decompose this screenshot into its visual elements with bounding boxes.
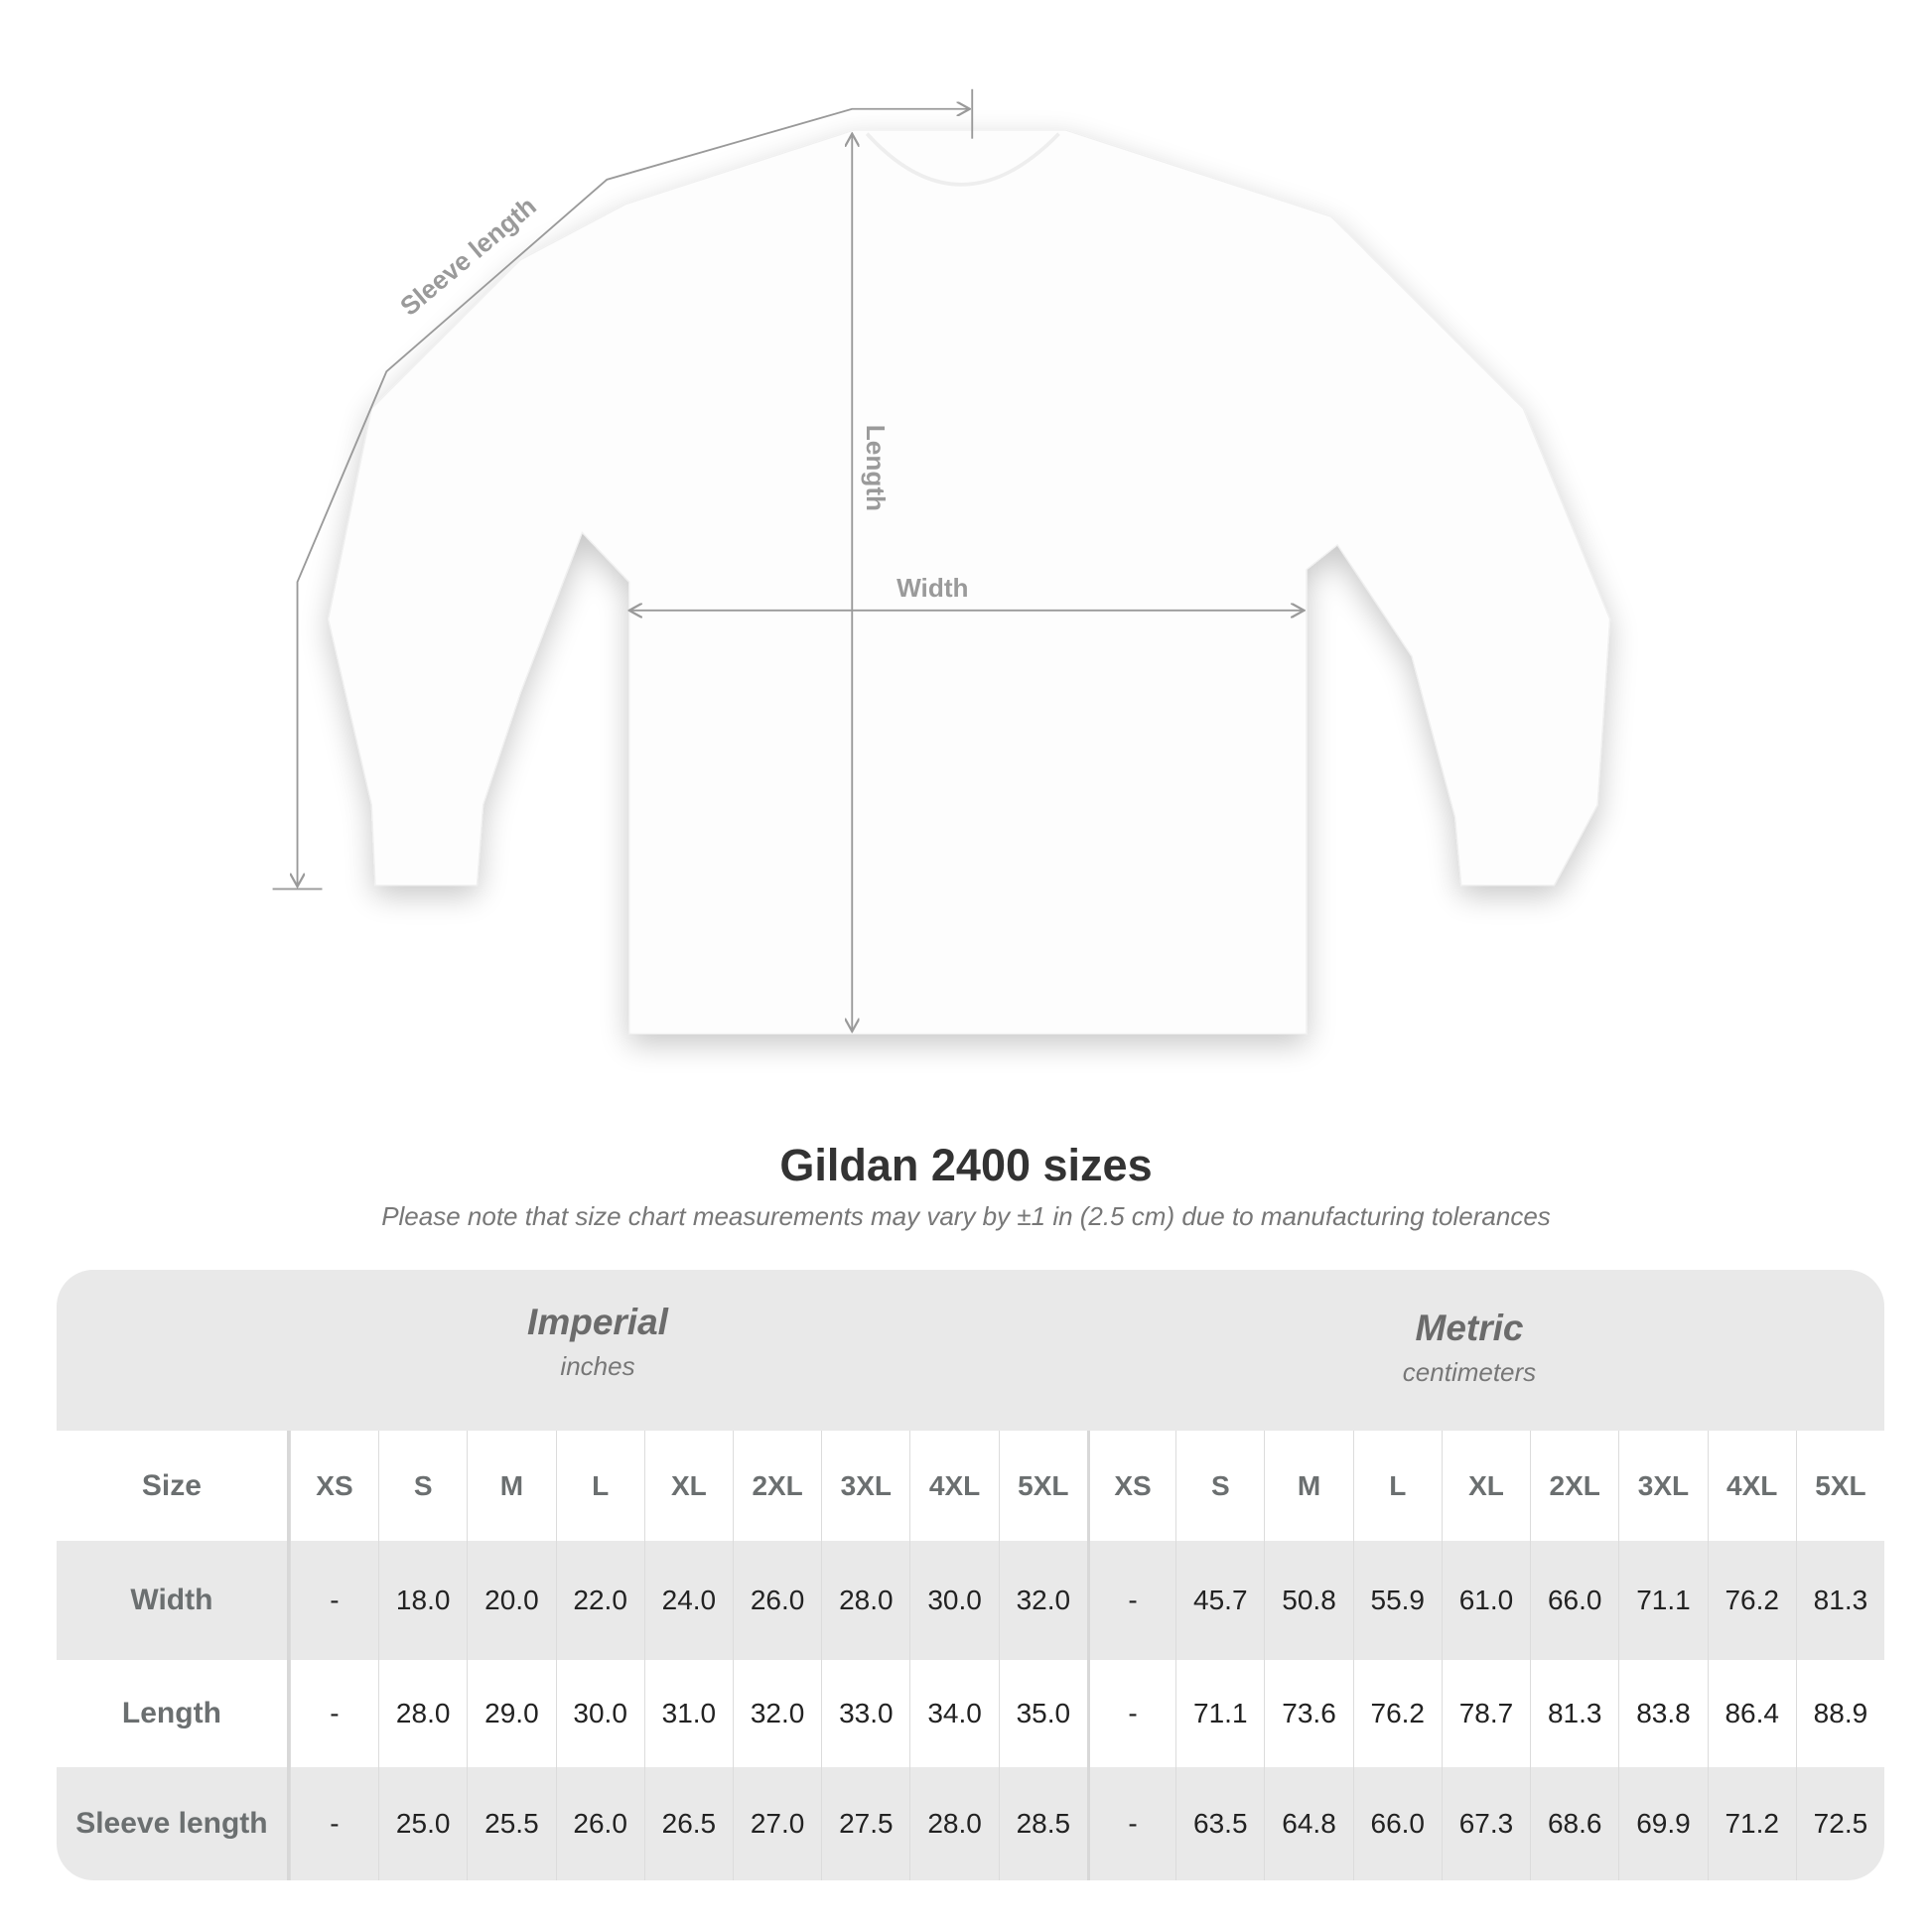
imperial-cell: - [289,1660,378,1767]
row-label: Width [57,1541,290,1660]
metric-cell: 4XL [1707,1431,1796,1541]
metric-cell: 76.2 [1352,1660,1442,1767]
imperial-cell: 27.5 [821,1767,909,1880]
imperial-cell: 32.0 [998,1541,1087,1660]
imperial-cell: 33.0 [821,1660,909,1767]
imperial-cell: 25.0 [378,1767,467,1880]
metric-cell: 69.9 [1618,1767,1707,1880]
imperial-cell: 24.0 [643,1541,733,1660]
imperial-cell: - [289,1767,378,1880]
metric-cell: 68.6 [1530,1767,1618,1880]
imperial-cell: 32.0 [733,1660,821,1767]
imperial-cell: 34.0 [909,1660,998,1767]
tolerance-note: Please note that size chart measurements… [381,1201,1551,1231]
metric-cell: 86.4 [1707,1660,1796,1767]
length-row: Length -28.0 29.0 30.0 31.0 32.0 33.0 34.0 35.0-… [57,1660,1884,1767]
row-label: Sleeve length [57,1767,290,1880]
page-title: Gildan 2400 sizes [779,1140,1153,1190]
imperial-cell: 3XL [821,1431,909,1541]
metric-cell: 61.0 [1441,1541,1530,1660]
metric-cell: 66.0 [1352,1767,1442,1880]
metric-cell: L [1352,1431,1442,1541]
metric-cell: 45.7 [1175,1541,1264,1660]
metric-cell: 71.1 [1618,1541,1707,1660]
metric-cell: 2XL [1530,1431,1618,1541]
unit-header: Imperial inches Metric centimeters [57,1270,1884,1431]
imperial-cell: 26.0 [555,1767,644,1880]
imperial-cell: 35.0 [998,1660,1087,1767]
shirt-diagram: Sleeve length Length Width [272,88,1611,1035]
metric-header: Metric centimeters [1402,1308,1537,1387]
imperial-cell: 28.0 [821,1541,909,1660]
sleeve-length-row: Sleeve length -25.0 25.5 26.0 26.5 27.0 27.5 28… [57,1767,1884,1880]
metric-cell: 78.7 [1441,1660,1530,1767]
metric-cell: 3XL [1618,1431,1707,1541]
imperial-header: Imperial inches [527,1302,668,1381]
metric-cell: 5XL [1795,1431,1884,1541]
imperial-cell: 2XL [733,1431,821,1541]
imperial-cell: 29.0 [467,1660,555,1767]
metric-cell: 71.2 [1707,1767,1796,1880]
imperial-cell: 28.0 [378,1660,467,1767]
imperial-cell: 22.0 [555,1541,644,1660]
imperial-cell: 5XL [998,1431,1087,1541]
imperial-cell: 26.0 [733,1541,821,1660]
metric-cell: - [1086,1767,1175,1880]
row-label: Size [57,1431,290,1541]
imperial-cell: 30.0 [909,1541,998,1660]
metric-cell: 71.1 [1175,1660,1264,1767]
imperial-cell: 26.5 [643,1767,733,1880]
metric-cell: M [1264,1431,1352,1541]
metric-cell: 73.6 [1264,1660,1352,1767]
imperial-cell: M [467,1431,555,1541]
imperial-cell: XS [289,1431,378,1541]
sleeve-measure-line [272,88,974,891]
width-row: Width -18.0 20.0 22.0 24.0 26.0 28.0 30.0 32.0-4… [57,1541,1884,1660]
metric-cell: XL [1441,1431,1530,1541]
metric-cell: 81.3 [1530,1660,1618,1767]
metric-cell: 72.5 [1795,1767,1884,1880]
imperial-cell: L [555,1431,644,1541]
imperial-cell: - [289,1541,378,1660]
metric-cell: 83.8 [1618,1660,1707,1767]
imperial-cell: 30.0 [555,1660,644,1767]
width-label: Width [897,573,968,603]
imperial-cell: 25.5 [467,1767,555,1880]
metric-cell: S [1175,1431,1264,1541]
metric-cell: - [1086,1660,1175,1767]
metric-cell: 88.9 [1795,1660,1884,1767]
shirt-shape [328,129,1611,1035]
metric-cell: 63.5 [1175,1767,1264,1880]
metric-cell: 50.8 [1264,1541,1352,1660]
imperial-cell: 28.0 [909,1767,998,1880]
imperial-cell: S [378,1431,467,1541]
row-label: Length [57,1660,290,1767]
metric-cell: 66.0 [1530,1541,1618,1660]
metric-cell: XS [1086,1431,1175,1541]
metric-cell: 81.3 [1795,1541,1884,1660]
length-label: Length [861,425,891,511]
imperial-cell: 4XL [909,1431,998,1541]
imperial-cell: 31.0 [643,1660,733,1767]
metric-cell: 76.2 [1707,1541,1796,1660]
metric-cell: 64.8 [1264,1767,1352,1880]
imperial-cell: 27.0 [733,1767,821,1880]
metric-cell: 67.3 [1441,1767,1530,1880]
imperial-cell: 20.0 [467,1541,555,1660]
metric-cell: 55.9 [1352,1541,1442,1660]
imperial-cell: 18.0 [378,1541,467,1660]
imperial-cell: 28.5 [998,1767,1087,1880]
size-table: Imperial inches Metric centimeters Size X… [57,1270,1884,1880]
imperial-cell: XL [643,1431,733,1541]
metric-cell: - [1086,1541,1175,1660]
size-row: Size XS S M L XL 2XL 3XL 4XL 5XL XS S M L XL 2XL 3XL 4XL 5… [57,1431,1884,1541]
